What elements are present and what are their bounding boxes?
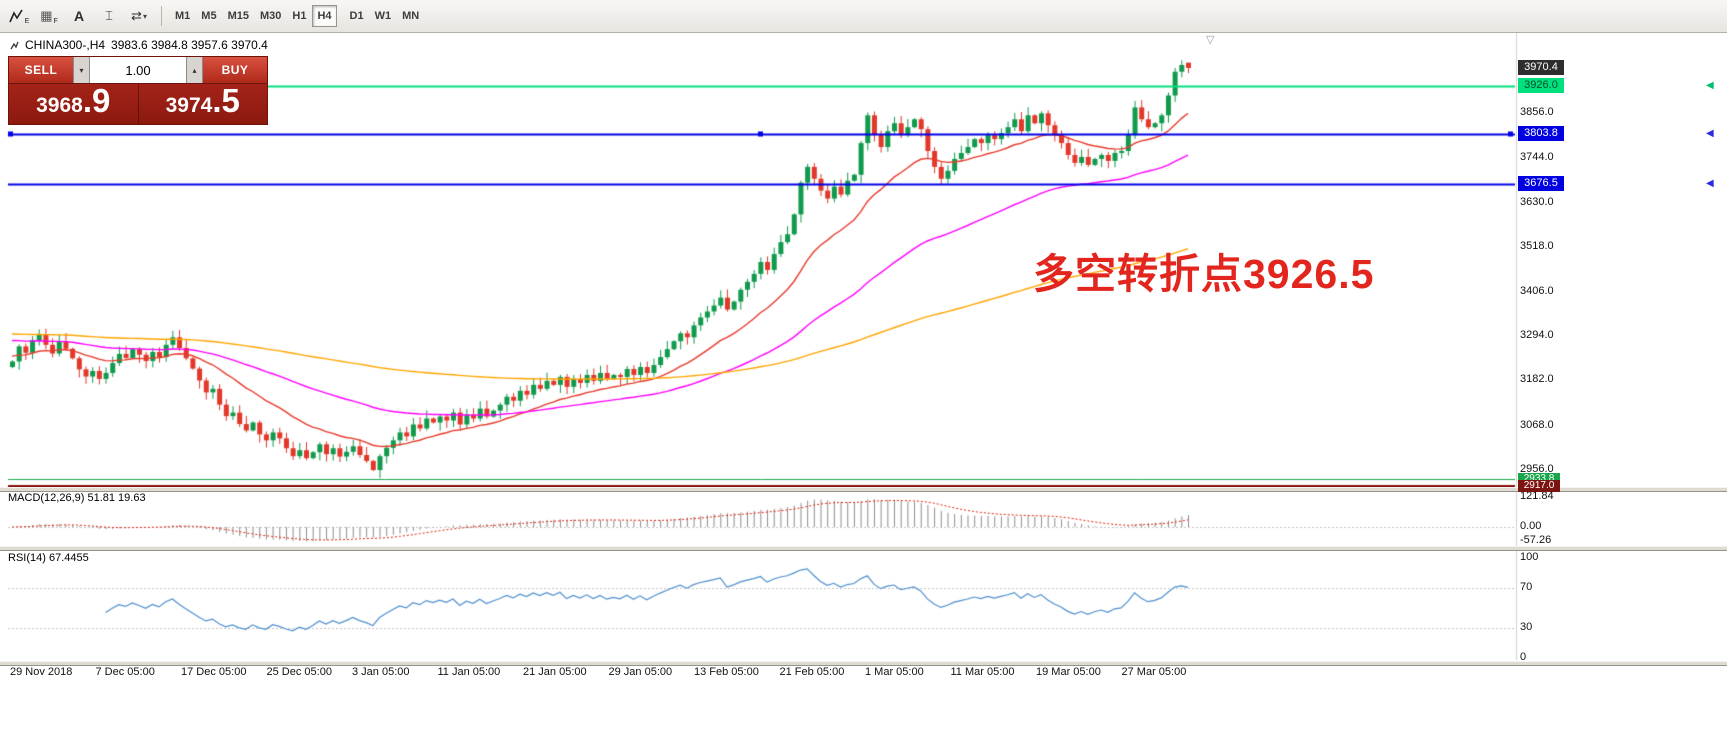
charts-button[interactable]: E (5, 4, 33, 29)
time-axis-label[interactable]: 21 Jan 05:00 (523, 666, 587, 678)
price-axis-label: 3068.0 (1520, 418, 1554, 431)
price-axis-chip: 3926.0 (1518, 77, 1564, 93)
panel-separator[interactable] (0, 661, 1727, 666)
sell-button[interactable]: SELL (9, 57, 73, 83)
price-axis-label: 3630.0 (1520, 195, 1554, 208)
volume-decrease-button[interactable]: ▾ (73, 57, 90, 83)
time-axis-label[interactable]: 11 Mar 05:00 (950, 666, 1015, 678)
time-axis-label[interactable]: 29 Jan 05:00 (608, 666, 673, 678)
trade-prices-row: 3968.9 3974.5 (9, 84, 267, 124)
buy-price-main: 3974 (165, 94, 213, 117)
price-axis-chip: 3803.8 (1518, 126, 1564, 142)
time-axis-label[interactable]: 17 Dec 05:00 (181, 666, 247, 678)
time-axis-label[interactable]: 27 Mar 05:00 (1121, 666, 1187, 678)
timeframe-button-w1[interactable]: W1 (370, 5, 397, 27)
macd-axis-label: 121.84 (1520, 489, 1554, 502)
arrows-icon: ⇄ (131, 8, 142, 23)
chart-ohlc-values: 3983.6 3984.8 3957.6 3970.4 (111, 38, 268, 52)
text-button[interactable]: A (65, 4, 93, 29)
textbox-button[interactable]: ⌶ (95, 4, 123, 29)
buy-price-pips: .5 (212, 82, 240, 119)
timeframe-button-h4[interactable]: H4 (312, 5, 337, 27)
timeframe-button-h1[interactable]: H1 (287, 5, 311, 27)
panel-separator[interactable] (0, 546, 1727, 551)
macd-label: MACD(12,26,9) 51.81 19.63 (8, 492, 146, 504)
text-icon: A (73, 8, 85, 24)
annotation-text: 多空转折点3926.5 (1033, 251, 1375, 297)
grid-icon: ▦ (40, 8, 53, 23)
buy-price[interactable]: 3974.5 (139, 84, 268, 124)
price-axis-label: 3406.0 (1520, 284, 1554, 297)
price-axis-chip: 3970.4 (1518, 60, 1564, 75)
timeframe-toolbar: M1 M5 M15 M30 H1 H4 D1 W1 MN (170, 5, 424, 27)
chart-title-icon (10, 41, 19, 49)
rsi-axis-label: 100 (1520, 551, 1539, 563)
time-axis-label[interactable]: 11 Jan 05:00 (437, 666, 501, 678)
sell-price-pips: .9 (82, 82, 111, 119)
caret-down-icon: ▾ (142, 11, 147, 21)
volume-input[interactable] (90, 57, 186, 83)
time-axis-label[interactable]: 29 Nov 2018 (10, 666, 73, 678)
price-axis-label: 3518.0 (1520, 240, 1554, 253)
toolbar: E ▦ F A ⌶ ⇄ ▾ M1 M5 M15 M30 H1 H4 D1 W1 MN (0, 0, 1727, 33)
arrows-button[interactable]: ⇄ ▾ (125, 4, 153, 29)
macd-axis-label: -57.26 (1520, 534, 1552, 547)
chart-title: CHINA300-,H4 3983.6 3984.8 3957.6 3970.4 (10, 38, 268, 52)
chart-shift-marker: ▽ (1206, 34, 1215, 46)
price-axis-chip: 2917.0 (1518, 479, 1560, 492)
timeframe-button-m15[interactable]: M15 (223, 5, 254, 27)
line-edge-marker: ◀ (1706, 178, 1714, 190)
volume-increase-button[interactable]: ▴ (186, 57, 203, 83)
price-axis-label: 2956.0 (1520, 463, 1554, 476)
line-edge-marker: ◀ (1706, 79, 1714, 91)
toolbar-separator (161, 6, 162, 26)
time-axis-label[interactable]: 21 Feb 05:00 (779, 666, 845, 678)
timeframe-button-mn[interactable]: MN (397, 5, 424, 27)
timeframe-button-m30[interactable]: M30 (255, 5, 286, 27)
chevron-down-icon: ▾ (79, 65, 84, 75)
price-axis-label: 3744.0 (1520, 150, 1554, 163)
chart-symbol-timeframe: CHINA300-,H4 (25, 38, 106, 52)
price-axis-chip: 3676.5 (1518, 176, 1564, 192)
timeframe-button-d1[interactable]: D1 (345, 5, 369, 27)
sell-price-main: 3968 (36, 94, 83, 117)
timeframe-button-m5[interactable]: M5 (196, 5, 221, 27)
timeframe-button-m1[interactable]: M1 (170, 5, 195, 27)
buy-button[interactable]: BUY (203, 57, 267, 83)
rsi-axis-label: 0 (1520, 651, 1527, 663)
trade-controls-row: SELL ▾ ▴ BUY (9, 57, 267, 84)
rsi-axis-label: 30 (1520, 621, 1533, 633)
grid-sub-label: F (53, 17, 58, 25)
rsi-label: RSI(14) 67.4455 (8, 552, 89, 564)
sell-price[interactable]: 3968.9 (9, 84, 139, 124)
time-axis-label[interactable]: 25 Dec 05:00 (266, 666, 332, 678)
panel-separator[interactable] (0, 487, 1727, 492)
one-click-trading-panel: SELL ▾ ▴ BUY 3968.9 3974.5 (8, 56, 268, 125)
price-axis-label: 3294.0 (1520, 329, 1554, 342)
macd-axis-label: 0.00 (1520, 520, 1542, 532)
textbox-icon: ⌶ (105, 8, 113, 23)
chart-sub-label: E (24, 17, 30, 25)
price-axis-label: 3182.0 (1520, 373, 1554, 386)
time-axis-label[interactable]: 7 Dec 05:00 (95, 666, 155, 678)
grid-button[interactable]: ▦ F (35, 4, 63, 29)
time-axis-label[interactable]: 1 Mar 05:00 (865, 666, 924, 678)
time-axis-label[interactable]: 19 Mar 05:00 (1036, 666, 1101, 678)
price-axis-label: 3856.0 (1520, 106, 1554, 119)
time-axis-label[interactable]: 13 Feb 05:00 (694, 666, 759, 678)
rsi-axis-label: 70 (1520, 581, 1533, 593)
chevron-up-icon: ▴ (192, 65, 197, 75)
chart-line-icon (8, 9, 23, 22)
line-edge-marker: ◀ (1706, 128, 1714, 140)
time-axis-label[interactable]: 3 Jan 05:00 (352, 666, 410, 678)
